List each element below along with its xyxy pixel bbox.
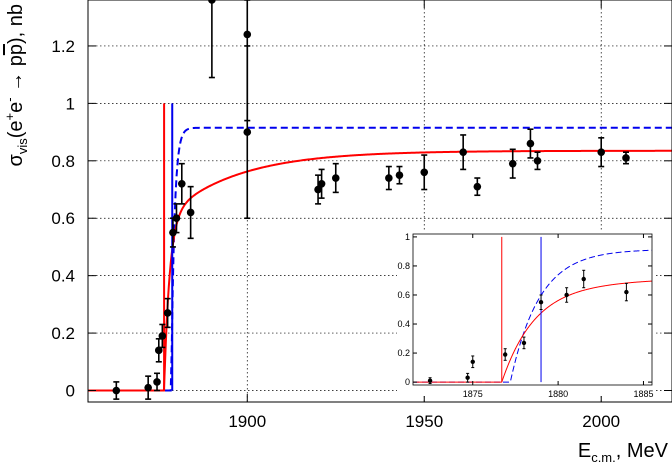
inset-ticks: 1875 1880 1885 0 0.2 0.4 0.6 0.8 1 — [397, 232, 653, 399]
data-point — [420, 168, 429, 177]
red-curve — [413, 280, 653, 383]
y-tick-label: 0 — [405, 377, 410, 387]
y-tick-label: 0 — [66, 382, 75, 401]
data-point — [465, 375, 470, 380]
inset-background — [397, 232, 656, 396]
y-tick-label: 0.2 — [51, 324, 75, 343]
data-point — [526, 139, 535, 148]
data-point — [317, 179, 326, 188]
data-point — [521, 340, 527, 346]
data-point — [538, 300, 544, 305]
blue-dashed-curve — [88, 126, 672, 392]
data-point — [597, 148, 606, 156]
y-tick-label: 1 — [405, 232, 410, 242]
data-point — [163, 309, 172, 317]
data-point — [622, 154, 630, 162]
y-tick-label: 0.8 — [51, 152, 75, 171]
y-tick-label: 1 — [66, 94, 75, 113]
data-point — [144, 383, 152, 392]
x-tick-label: 1900 — [228, 412, 266, 431]
data-point — [186, 208, 195, 217]
y-tick-label: 0.4 — [397, 319, 410, 329]
x-tick-label: 2000 — [582, 412, 620, 431]
data-point — [154, 346, 163, 355]
x-tick-label: 1950 — [405, 412, 443, 431]
y-tick-label: 0.8 — [397, 261, 410, 271]
x-axis-title: Ec.m., MeV — [578, 440, 669, 462]
data-point — [153, 378, 161, 386]
data-point — [169, 228, 177, 237]
data-point — [533, 157, 542, 165]
data-point — [564, 292, 569, 298]
data-point — [172, 214, 181, 223]
y-tick-label: 0.2 — [397, 348, 410, 358]
data-point — [158, 332, 167, 340]
data-point — [112, 386, 121, 395]
y-tick-label: 0.6 — [397, 290, 410, 300]
data-point — [459, 148, 467, 156]
inset-plot: 1875 1880 1885 0 0.2 0.4 0.6 0.8 1 — [397, 232, 656, 399]
data-point — [314, 185, 322, 194]
inset-frame — [412, 233, 653, 386]
data-point — [473, 182, 482, 191]
data-point — [208, 0, 216, 4]
x-tick-label: 1880 — [548, 389, 568, 399]
data-point — [395, 171, 404, 179]
y-tick-label: 0.6 — [51, 209, 75, 228]
x-tick-label: 1875 — [463, 389, 483, 399]
data-point — [624, 289, 629, 295]
y-axis-title: σvis(e+e- → pp), nb — [2, 4, 30, 167]
main-points — [112, 0, 630, 400]
data-point — [470, 359, 475, 364]
data-point — [243, 30, 252, 39]
data-point — [427, 378, 433, 383]
data-point — [502, 352, 508, 357]
y-tick-label: 0.4 — [51, 267, 75, 286]
main-plot-frame — [87, 0, 672, 403]
data-point — [331, 174, 340, 182]
data-point — [177, 179, 186, 188]
data-point — [508, 159, 517, 168]
x-tick-label: 1885 — [633, 389, 653, 399]
inset-points — [427, 269, 629, 385]
y-tick-label: 1.2 — [51, 37, 75, 56]
main-ticks: 1900 1950 2000 0 0.2 0.4 0.6 0.8 1 1.2 — [51, 0, 672, 431]
data-point — [243, 128, 252, 136]
inset-curves — [413, 236, 653, 383]
red-curve — [88, 149, 672, 392]
data-point — [581, 276, 586, 282]
data-point — [385, 174, 393, 182]
